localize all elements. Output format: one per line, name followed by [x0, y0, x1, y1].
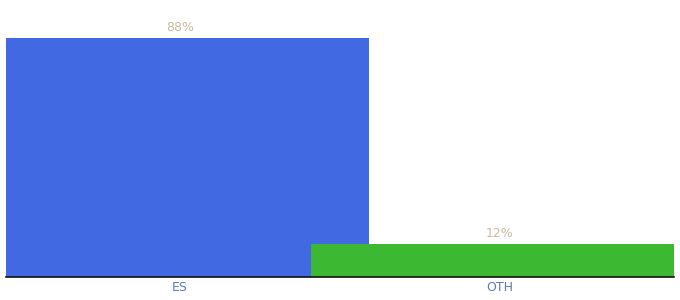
- Bar: [311, 244, 680, 277]
- Text: 12%: 12%: [486, 227, 514, 240]
- Bar: [0, 38, 369, 277]
- Text: 88%: 88%: [166, 21, 194, 34]
